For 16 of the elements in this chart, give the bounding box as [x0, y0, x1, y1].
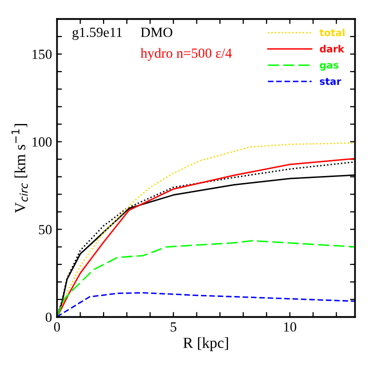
legend-label: total [320, 28, 344, 36]
y-tick-label: 50 [39, 224, 52, 234]
annotation: hydro n=500 ε/4 [140, 48, 232, 61]
annotation: DMO [140, 28, 172, 38]
y-tick-label: 100 [32, 137, 52, 147]
y-tick-label: 0 [46, 312, 52, 322]
y-axis-title: V$_{circ}$ [km s$^{−1}$] [12, 124, 28, 214]
x-tick-label: 0 [54, 322, 60, 332]
legend-label: dark [320, 44, 344, 52]
legend-label: star [320, 78, 342, 85]
x-axis-title: R [kpc] [183, 337, 228, 352]
x-tick-label: 5 [170, 322, 176, 332]
legend-label: gas [320, 63, 338, 71]
y-tick-label: 150 [32, 50, 52, 60]
x-tick-label: 10 [284, 322, 296, 332]
annotation: g1.59e11 [72, 28, 122, 40]
